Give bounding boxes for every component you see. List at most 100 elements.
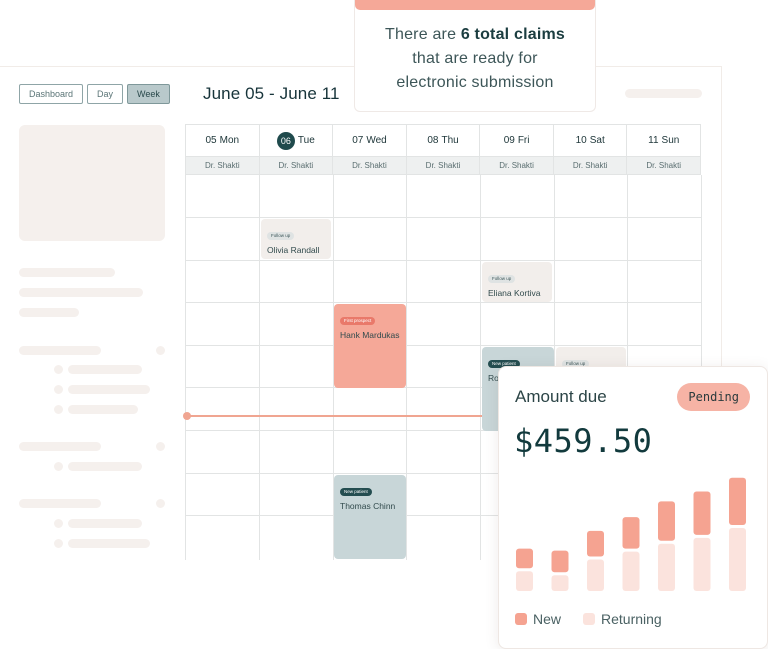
appointment-tag: Follow up	[488, 275, 516, 283]
skeleton-line	[19, 288, 143, 297]
legend-swatch-new	[515, 613, 527, 625]
day-number: 11	[648, 135, 659, 146]
day-header-sun[interactable]: 11 Sun	[627, 125, 702, 156]
grid-line	[333, 175, 334, 560]
patient-name: Olivia Randall	[267, 245, 320, 255]
appointment-tag: Follow up	[562, 360, 590, 368]
today-indicator: 06	[276, 131, 295, 150]
doctor-label: Dr. Shakti	[627, 157, 702, 174]
day-name: Fri	[517, 135, 530, 146]
day-button[interactable]: Day	[87, 84, 124, 104]
skeleton-line	[19, 346, 101, 355]
day-name: Sat	[589, 135, 605, 146]
day-header-wed[interactable]: 07 Wed	[333, 125, 407, 156]
date-range-title: June 05 - June 11	[203, 84, 340, 103]
doctor-row: Dr. Shakti Dr. Shakti Dr. Shakti Dr. Sha…	[186, 156, 702, 175]
day-header-fri[interactable]: 09 Fri	[480, 125, 554, 156]
bar-new-2	[587, 530, 604, 557]
bar-new-5	[693, 491, 711, 535]
skeleton-dot	[54, 462, 63, 471]
appointment-eliana-kortiva[interactable]: Follow up Eliana Kortiva	[482, 262, 552, 302]
grid-line	[186, 515, 701, 516]
patient-name: Rob	[488, 373, 504, 383]
current-time-line	[183, 412, 701, 420]
bar-new-1	[551, 550, 569, 573]
patient-name: Eliana Kortiva	[488, 288, 541, 298]
bar-returning-5	[693, 537, 711, 591]
skeleton-dot	[156, 499, 165, 508]
skeleton-line	[68, 405, 138, 414]
patient-name: Thomas Chinn	[340, 501, 396, 511]
bar-new-0	[516, 548, 533, 569]
skeleton-line	[68, 385, 150, 394]
claims-accent-bar	[355, 0, 595, 10]
claims-count: 6 total claims	[460, 26, 565, 43]
day-header-sat[interactable]: 10 Sat	[554, 125, 628, 156]
day-name: Sun	[661, 135, 680, 146]
status-badge: Pending	[677, 383, 750, 411]
skeleton-line	[19, 499, 101, 508]
doctor-label: Dr. Shakti	[186, 157, 260, 174]
skeleton-line	[68, 462, 142, 471]
skeleton-dot	[156, 346, 165, 355]
doctor-label: Dr. Shakti	[480, 157, 554, 174]
day-name: Wed	[366, 135, 387, 146]
doctor-label: Dr. Shakti	[333, 157, 407, 174]
day-number: 10	[575, 135, 587, 146]
grid-line	[186, 260, 701, 261]
day-header-thu[interactable]: 08 Thu	[407, 125, 481, 156]
day-name: Thu	[441, 135, 459, 146]
day-number: 05	[205, 135, 217, 146]
amount-due-label: Amount due	[515, 387, 607, 406]
skeleton-dot	[54, 539, 63, 548]
day-headers: 05 Mon 06 Tue 07 Wed 08 Thu 09 Fri 10 Sat 11 Su…	[186, 124, 702, 156]
grid-line	[186, 430, 701, 431]
bar-returning-2	[587, 559, 604, 591]
skeleton-dot	[54, 519, 63, 528]
bar-returning-0	[516, 571, 533, 591]
bar-returning-1	[551, 575, 569, 591]
day-number: 08	[427, 135, 439, 146]
amount-due-card: Amount due Pending $459.50 New Returning	[498, 366, 768, 649]
day-header-mon[interactable]: 05 Mon	[186, 125, 260, 156]
claims-notification[interactable]: There are 6 total claims that are ready …	[354, 0, 596, 112]
appointment-olivia-randall[interactable]: Follow up Olivia Randall	[261, 219, 331, 259]
appointment-thomas-chinn[interactable]: New patient Thomas Chinn	[334, 475, 406, 559]
grid-line	[186, 473, 701, 474]
skeleton-line	[19, 268, 115, 277]
day-number: 07	[352, 135, 364, 146]
week-button[interactable]: Week	[127, 84, 170, 104]
skeleton-dot	[54, 385, 63, 394]
amount-chart	[516, 477, 746, 591]
skeleton-dot	[156, 442, 165, 451]
claims-line-3: electronic submission	[396, 74, 554, 91]
skeleton-line	[19, 308, 79, 317]
legend-swatch-returning	[583, 613, 596, 625]
grid-line	[259, 175, 260, 560]
view-toggle: Dashboard Day Week	[19, 84, 170, 104]
claims-prefix: There are	[385, 26, 461, 43]
day-header-tue[interactable]: 06 Tue	[260, 125, 334, 156]
day-number: 09	[503, 135, 515, 146]
grid-line	[186, 217, 701, 218]
dashboard-button[interactable]: Dashboard	[19, 84, 84, 104]
skeleton-dot	[54, 365, 63, 374]
legend-item-returning: Returning	[583, 611, 662, 627]
skeleton-line	[68, 519, 142, 528]
skeleton-line	[68, 539, 150, 548]
bar-returning-4	[658, 543, 675, 591]
day-name: Tue	[297, 135, 315, 146]
grid-line	[406, 175, 407, 560]
bar-returning-3	[622, 551, 640, 591]
appointment-tag: New patient	[488, 360, 520, 368]
appointment-hank-mardukas[interactable]: First prospect Hank Mardukas	[334, 304, 406, 388]
legend-label: New	[533, 611, 562, 627]
grid-line	[186, 387, 701, 388]
chart-legend: New Returning	[515, 611, 676, 627]
legend-item-new: New	[515, 611, 561, 627]
appointment-tag: New patient	[340, 488, 372, 496]
appointment-tag: First prospect	[340, 317, 376, 325]
skeleton-dot	[54, 405, 63, 414]
doctor-label: Dr. Shakti	[554, 157, 628, 174]
appointment-tag: Follow up	[267, 232, 295, 240]
